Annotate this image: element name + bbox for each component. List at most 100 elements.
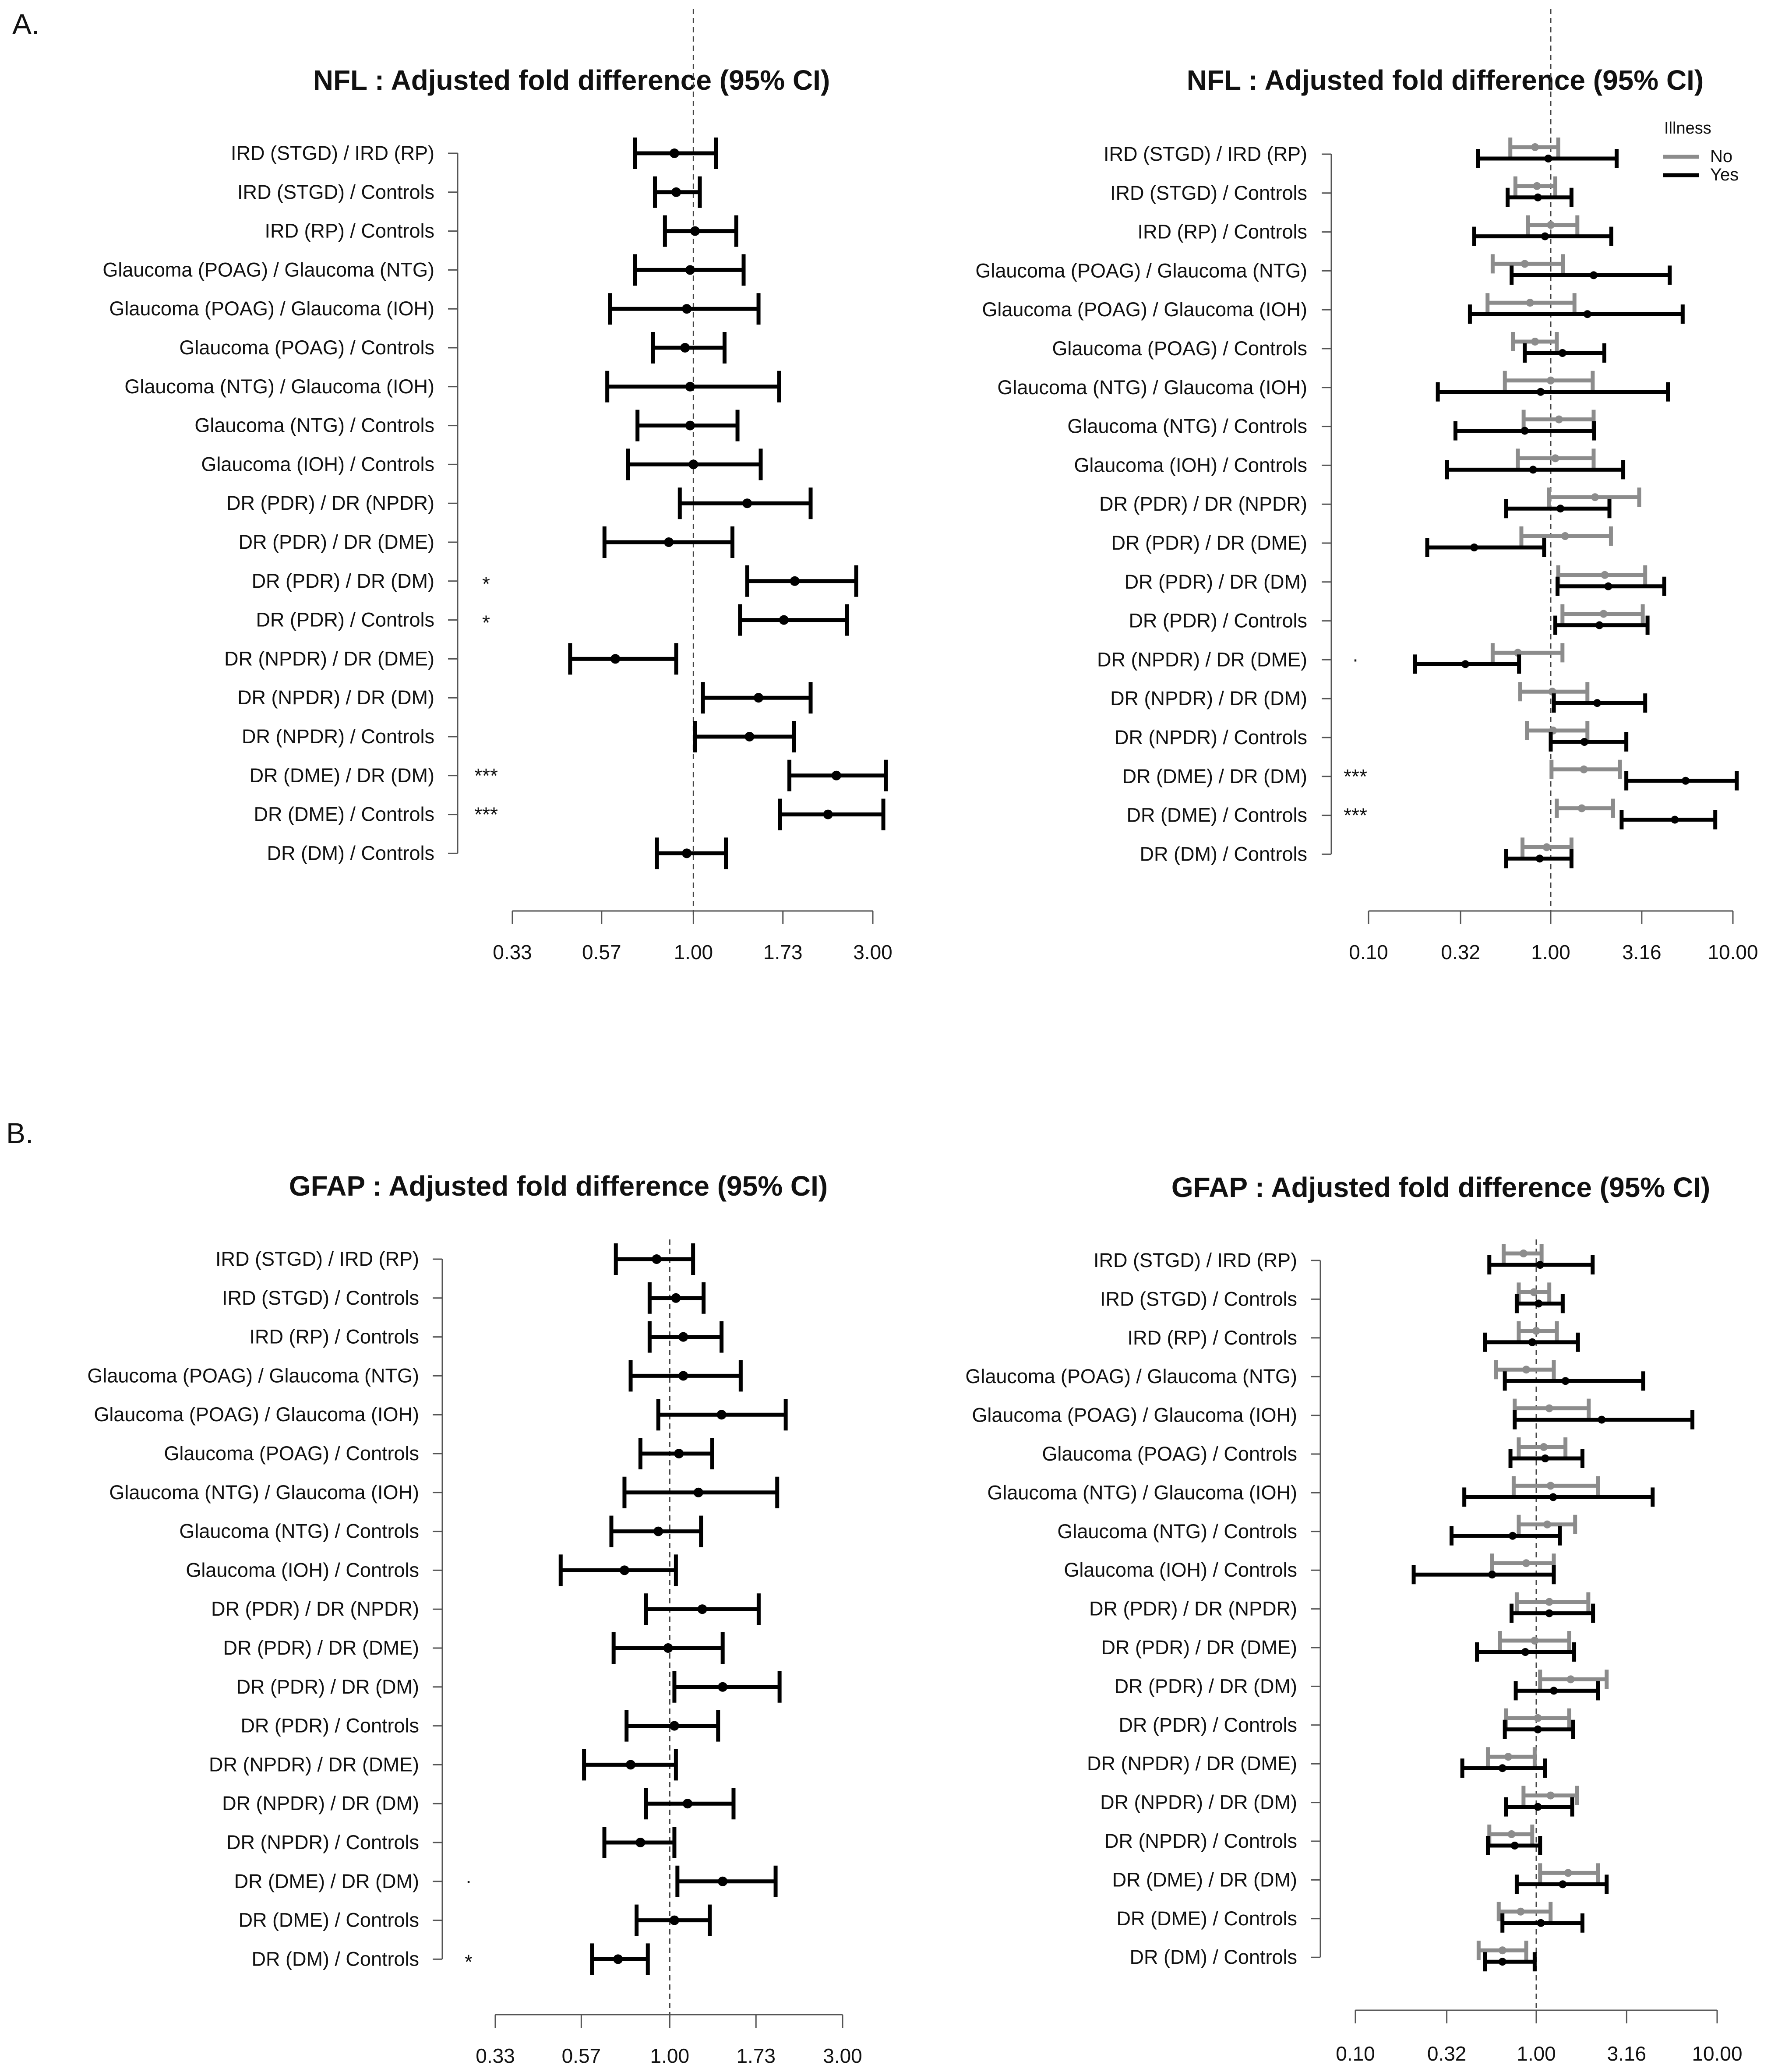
point-estimate	[1461, 660, 1470, 668]
x-tick-label: 0.33	[476, 2044, 515, 2067]
x-tick-label: 1.00	[650, 2044, 690, 2067]
forest-row: DR (NPDR) / DR (DME).	[1097, 643, 1565, 674]
point-estimate	[1532, 1327, 1540, 1335]
ci-interval-illness-yes	[1513, 1410, 1695, 1430]
point-estimate	[716, 1410, 727, 1420]
forest-plot-a-right: NFL : Adjusted fold difference (95% CI) 0…	[975, 9, 1758, 964]
row-label: Glaucoma (IOH) / Controls	[201, 453, 434, 475]
ci-interval-illness-no	[1494, 1360, 1556, 1380]
row-label: Glaucoma (NTG) / Controls	[179, 1520, 419, 1543]
forest-row: Glaucoma (NTG) / Controls	[1067, 409, 1596, 441]
point-estimate	[742, 498, 752, 508]
row-label: DR (NPDR) / Controls	[1104, 1830, 1297, 1852]
significance-marker: *	[465, 1950, 473, 1973]
row-label: Glaucoma (IOH) / Controls	[1064, 1559, 1297, 1581]
point-estimate	[1531, 1637, 1539, 1645]
forest-row: Glaucoma (NTG) / Glaucoma (IOH)	[109, 1476, 780, 1508]
point-estimate	[1549, 1493, 1557, 1501]
row-label: Glaucoma (POAG) / Glaucoma (IOH)	[982, 298, 1307, 321]
point-estimate	[1546, 1791, 1555, 1800]
x-tick-label: 1.73	[736, 2044, 776, 2067]
forest-plot-b-right: GFAP : Adjusted fold difference (95% CI)…	[965, 1172, 1742, 2065]
ci-interval-illness-yes	[1556, 576, 1666, 596]
forest-row: DR (PDR) / DR (DME)	[1101, 1631, 1577, 1662]
ci-interval	[602, 526, 734, 558]
forest-row: DR (PDR) / DR (DME)	[239, 526, 734, 558]
ci-interval-illness-no	[1511, 1476, 1600, 1496]
row-label: DR (NPDR) / DR (DM)	[1110, 687, 1307, 709]
row-label: DR (PDR) / DR (DM)	[1125, 571, 1307, 593]
row-label: DR (DME) / DR (DM)	[1112, 1868, 1297, 1891]
point-estimate	[1521, 427, 1529, 435]
ci-interval	[647, 1321, 724, 1353]
forest-row: DR (DME) / Controls	[1116, 1902, 1584, 1933]
point-estimate	[1551, 454, 1559, 462]
ci-interval-illness-yes	[1462, 1487, 1655, 1507]
ci-interval-illness-no	[1514, 1592, 1591, 1612]
row-label: DR (PDR) / Controls	[240, 1715, 419, 1737]
point-estimate	[1671, 815, 1679, 824]
significance-marker: ***	[1344, 765, 1367, 788]
point-estimate	[1556, 505, 1565, 513]
point-estimate	[678, 1332, 688, 1342]
point-estimate	[652, 1254, 662, 1264]
row-label: IRD (STGD) / Controls	[1100, 1288, 1297, 1310]
forest-row: DR (NPDR) / Controls	[1104, 1825, 1542, 1855]
forest-row: Glaucoma (NTG) / Glaucoma (IOH)	[987, 1476, 1655, 1507]
row-label: DR (NPDR) / DR (DM)	[1100, 1791, 1297, 1814]
point-estimate	[1536, 1261, 1544, 1269]
point-estimate	[653, 1526, 663, 1536]
ci-interval-illness-no	[1513, 176, 1558, 196]
point-estimate	[678, 1371, 688, 1381]
ci-interval	[602, 1827, 677, 1858]
forest-row: Glaucoma (NTG) / Glaucoma (IOH)	[124, 371, 781, 402]
point-estimate	[1591, 493, 1599, 501]
point-estimate	[669, 1721, 679, 1731]
point-estimate	[1517, 1907, 1525, 1916]
ci-interval	[568, 643, 678, 675]
significance-marker: ***	[474, 764, 498, 787]
forest-row: IRD (RP) / Controls	[249, 1321, 724, 1353]
forest-row: Glaucoma (POAG) / Glaucoma (NTG)	[102, 254, 746, 286]
row-label: IRD (STGD) / IRD (RP)	[1094, 1249, 1297, 1271]
panel-label-a: A.	[12, 8, 39, 40]
point-estimate	[1547, 221, 1555, 229]
ci-interval-illness-yes	[1552, 693, 1648, 713]
ci-interval-illness-yes	[1549, 732, 1629, 752]
row-label: Glaucoma (POAG) / Glaucoma (IOH)	[94, 1403, 419, 1426]
point-estimate	[1534, 1725, 1542, 1733]
ci-interval-illness-yes	[1475, 1642, 1577, 1662]
point-estimate	[1550, 1687, 1558, 1695]
point-estimate	[613, 1954, 623, 1964]
ci-interval-illness-yes	[1510, 265, 1672, 285]
x-tick-label: 1.00	[674, 941, 713, 964]
point-estimate	[1535, 1299, 1543, 1308]
x-tick-label: 1.00	[1517, 2042, 1556, 2065]
row-label: DR (NPDR) / DR (DM)	[237, 686, 434, 709]
forest-row: DR (DM) / Controls	[267, 837, 728, 869]
ci-interval-illness-no	[1490, 643, 1565, 663]
row-label: Glaucoma (POAG) / Glaucoma (NTG)	[975, 259, 1307, 282]
forest-row: Glaucoma (POAG) / Glaucoma (IOH)	[109, 293, 761, 325]
ci-interval-illness-yes	[1436, 382, 1670, 402]
ci-interval-illness-yes	[1504, 849, 1573, 868]
row-label: Glaucoma (POAG) / Glaucoma (IOH)	[972, 1404, 1297, 1426]
row-label: DR (NPDR) / DR (DME)	[1097, 648, 1307, 671]
point-estimate	[1537, 1919, 1545, 1927]
point-estimate	[1545, 1404, 1553, 1412]
ci-interval-illness-no	[1521, 1786, 1579, 1805]
legend-label-no: No	[1710, 147, 1732, 166]
point-estimate	[1595, 621, 1604, 629]
point-estimate	[682, 848, 692, 858]
ci-interval-illness-no	[1508, 138, 1560, 157]
forest-row: IRD (STGD) / IRD (RP)	[1104, 138, 1619, 168]
ci-interval-illness-yes	[1483, 1952, 1537, 1972]
point-estimate	[1526, 299, 1534, 307]
row-label: DR (DM) / Controls	[1129, 1946, 1297, 1968]
forest-row: Glaucoma (IOH) / Controls	[1074, 448, 1626, 480]
legend-title: Illness	[1664, 119, 1711, 138]
ci-interval-illness-yes	[1445, 460, 1626, 480]
point-estimate	[1529, 466, 1537, 474]
